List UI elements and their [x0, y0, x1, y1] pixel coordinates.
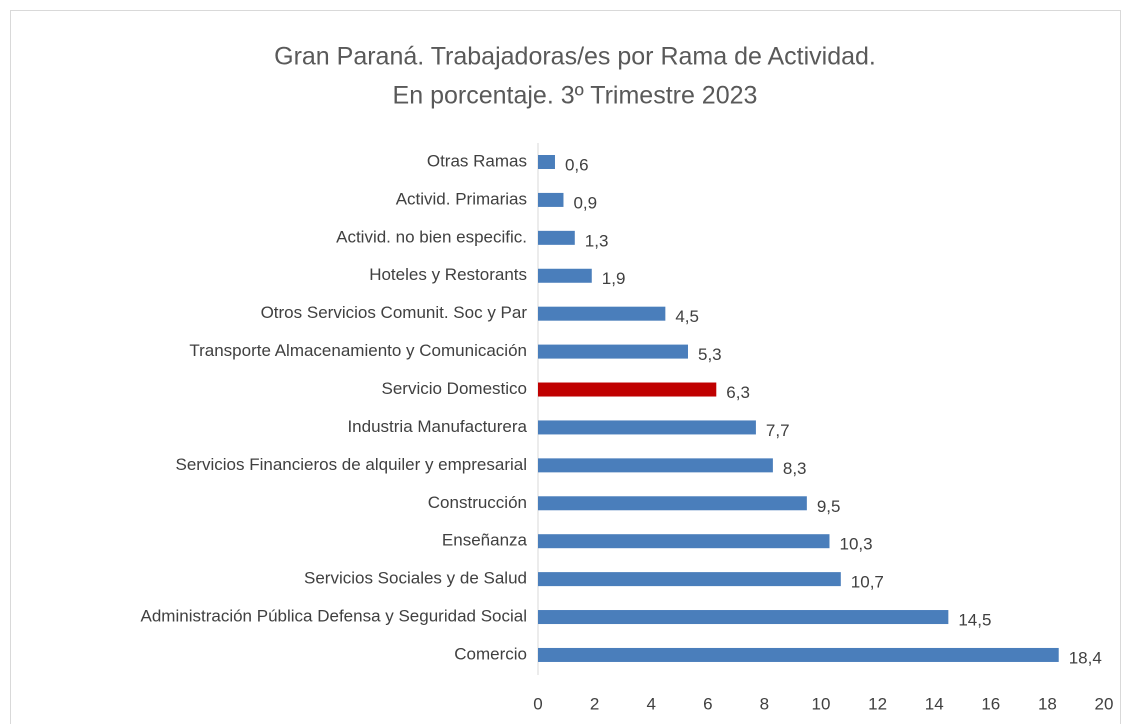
y-tick-label: Otros Servicios Comunit. Soc y Par	[261, 303, 528, 322]
y-tick-label: Transporte Almacenamiento y Comunicación	[189, 341, 527, 360]
x-tick-label: 4	[646, 694, 655, 713]
data-label: 4,5	[675, 307, 699, 326]
x-tick-label: 20	[1095, 694, 1114, 713]
x-tick-label: 2	[590, 694, 599, 713]
data-label: 5,3	[698, 345, 722, 364]
y-tick-label: Servicios Sociales y de Salud	[304, 569, 527, 588]
x-tick-label: 10	[812, 694, 831, 713]
bar	[538, 268, 592, 283]
x-tick-label: 8	[760, 694, 769, 713]
data-label: 10,3	[839, 535, 872, 554]
x-tick-label: 14	[925, 694, 944, 713]
bar	[538, 344, 688, 359]
y-tick-label: Industria Manufacturera	[347, 417, 527, 436]
data-label: 0,9	[573, 193, 597, 212]
data-label: 8,3	[783, 459, 807, 478]
y-tick-label: Servicios Financieros de alquiler y empr…	[176, 455, 527, 474]
data-label: 1,3	[585, 231, 609, 250]
y-tick-label: Enseñanza	[442, 531, 528, 550]
chart-frame	[10, 10, 1121, 724]
bar	[538, 610, 949, 625]
bar	[538, 306, 666, 321]
chart-title: Gran Paraná. Trabajadoras/es por Rama de…	[274, 43, 876, 71]
y-tick-label: Administración Pública Defensa y Segurid…	[141, 607, 527, 626]
bar	[538, 572, 841, 587]
y-tick-label: Comercio	[454, 644, 527, 663]
x-tick-label: 18	[1038, 694, 1057, 713]
x-tick-label: 12	[868, 694, 887, 713]
y-tick-label: Activid. Primarias	[396, 189, 527, 208]
data-label: 7,7	[766, 421, 790, 440]
bar	[538, 382, 717, 397]
data-label: 14,5	[958, 611, 991, 630]
y-tick-label: Servicio Domestico	[382, 379, 528, 398]
data-label: 0,6	[565, 155, 589, 174]
data-label: 1,9	[602, 269, 626, 288]
bar	[538, 647, 1059, 662]
data-label: 6,3	[726, 383, 750, 402]
data-label: 10,7	[851, 573, 884, 592]
y-tick-label: Otras Ramas	[427, 151, 527, 170]
bar	[538, 534, 830, 549]
x-tick-label: 0	[533, 694, 542, 713]
bar	[538, 458, 773, 473]
bar	[538, 192, 564, 207]
chart-subtitle: En porcentaje. 3º Trimestre 2023	[393, 82, 758, 110]
bar	[538, 230, 575, 245]
bar	[538, 420, 756, 435]
bar	[538, 155, 555, 169]
x-tick-label: 6	[703, 694, 712, 713]
data-label: 9,5	[817, 497, 841, 516]
x-tick-label: 16	[981, 694, 1000, 713]
bar	[538, 496, 807, 511]
y-tick-label: Activid. no bien especific.	[336, 227, 527, 246]
y-tick-label: Construcción	[428, 493, 527, 512]
y-tick-label: Hoteles y Restorants	[369, 265, 527, 284]
data-label: 18,4	[1069, 648, 1102, 667]
